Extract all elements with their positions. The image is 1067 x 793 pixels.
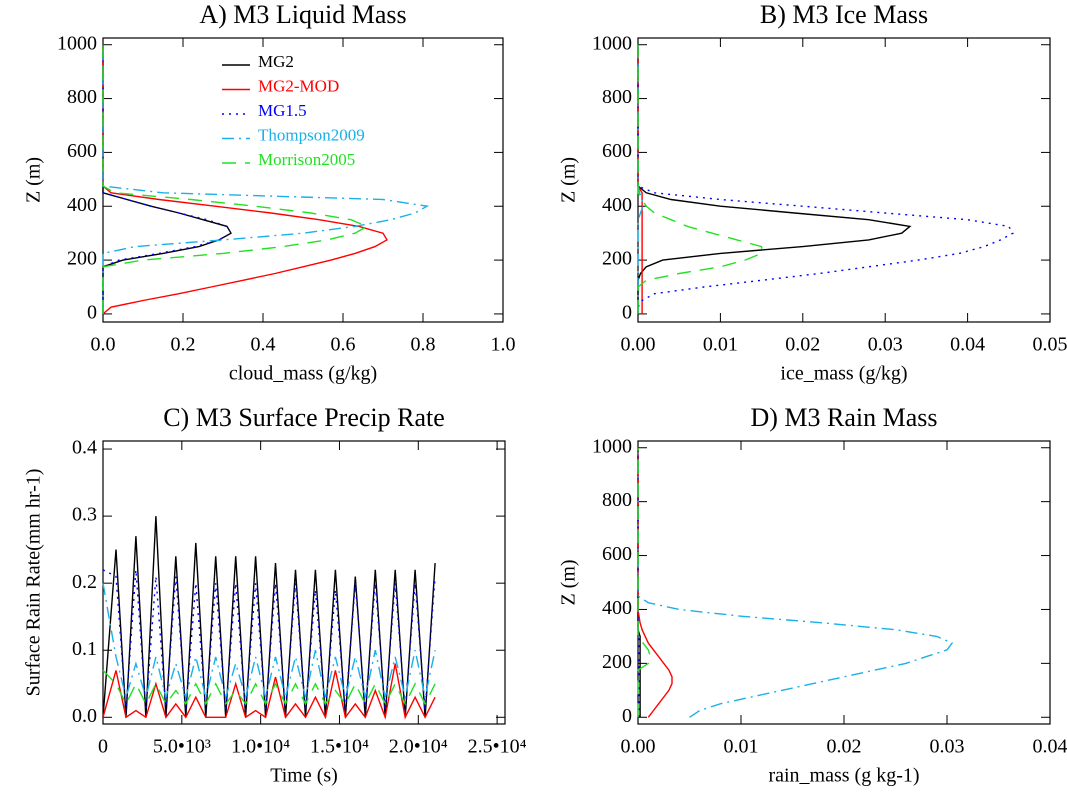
y-tick-label: 400: [602, 194, 632, 216]
y-axis-label: Surface Rain Rate(mm hr-1): [23, 469, 45, 697]
x-tick-label: 1.0•10⁴: [231, 736, 290, 758]
plot-frame: [638, 441, 1050, 724]
y-tick-label: 400: [67, 194, 97, 216]
y-tick-label: 200: [602, 248, 632, 270]
x-tick-label: 0: [98, 736, 108, 758]
profile-line: [638, 448, 672, 718]
x-tick-label: 2.0•10⁴: [389, 736, 448, 758]
x-tick-label: 0.0: [91, 334, 116, 356]
y-axis-label: Z (m): [558, 157, 580, 203]
x-axis-label: Time (s): [270, 765, 338, 787]
x-axis-label: cloud_mass (g/kg): [229, 363, 377, 385]
x-tick-label: 1.0: [491, 334, 516, 356]
y-tick-label: 800: [67, 86, 97, 108]
x-tick-label: 0.4: [251, 334, 276, 356]
chart-title: D) M3 Rain Mass: [750, 403, 937, 432]
legend-label: Morrison2005: [258, 150, 355, 169]
x-tick-label: 1.5•10⁴: [310, 736, 369, 758]
x-axis-label: rain_mass (g kg-1): [768, 765, 919, 787]
profile-line: [638, 448, 952, 718]
x-tick-label: 5.0•10³: [153, 736, 211, 758]
y-tick-label: 1000: [57, 32, 97, 54]
chart-title: B) M3 Ice Mass: [760, 0, 928, 29]
x-tick-label: 0.05: [1033, 334, 1067, 356]
y-tick-label: 0.1: [72, 638, 97, 660]
y-tick-label: 0: [87, 302, 97, 324]
y-tick-label: 0.3: [72, 504, 97, 526]
profile-line: [103, 45, 231, 314]
x-axis-label: ice_mass (g/kg): [780, 363, 907, 385]
x-tick-label: 0.03: [868, 334, 903, 356]
legend-label: MG2: [258, 52, 294, 71]
legend-label: MG1.5: [258, 101, 307, 120]
y-tick-label: 800: [602, 86, 632, 108]
series-line: [103, 583, 435, 697]
y-tick-label: 200: [67, 248, 97, 270]
y-axis-label: Z (m): [558, 559, 580, 605]
plot-frame: [638, 38, 1050, 322]
y-tick-label: 0.0: [72, 705, 97, 727]
y-tick-label: 0: [622, 705, 632, 727]
x-tick-label: 0.2: [171, 334, 196, 356]
y-tick-label: 1000: [592, 435, 632, 457]
y-tick-label: 600: [67, 140, 97, 162]
y-tick-label: 600: [602, 140, 632, 162]
x-tick-label: 0.04: [1033, 736, 1067, 758]
profile-line: [103, 45, 231, 314]
chart-title: A) M3 Liquid Mass: [199, 0, 406, 29]
profile-line: [103, 45, 387, 314]
x-tick-label: 0.03: [930, 736, 965, 758]
y-axis-label: Z (m): [23, 157, 45, 203]
profile-line: [638, 45, 1013, 314]
y-tick-label: 400: [602, 597, 632, 619]
x-tick-label: 0.02: [785, 334, 820, 356]
x-tick-label: 0.6: [331, 334, 356, 356]
x-tick-label: 0.8: [411, 334, 436, 356]
y-tick-label: 200: [602, 651, 632, 673]
chart-title: C) M3 Surface Precip Rate: [163, 403, 445, 432]
y-tick-label: 0.2: [72, 571, 97, 593]
x-tick-label: 0.00: [621, 736, 656, 758]
y-tick-label: 600: [602, 543, 632, 565]
x-tick-label: 0.01: [703, 334, 738, 356]
x-tick-label: 2.5•10⁴: [468, 736, 527, 758]
x-tick-label: 0.01: [724, 736, 759, 758]
profile-line: [638, 45, 762, 314]
x-tick-label: 0.02: [827, 736, 862, 758]
y-tick-label: 800: [602, 489, 632, 511]
y-tick-label: 1000: [592, 32, 632, 54]
y-tick-label: 0: [622, 302, 632, 324]
x-tick-label: 0.04: [950, 334, 985, 356]
legend-label: MG2-MOD: [258, 76, 339, 95]
x-tick-label: 0.00: [621, 334, 656, 356]
series-line: [103, 670, 435, 704]
y-tick-label: 0.4: [72, 437, 97, 459]
plot-frame: [103, 441, 505, 724]
legend-label: Thompson2009: [258, 125, 365, 144]
